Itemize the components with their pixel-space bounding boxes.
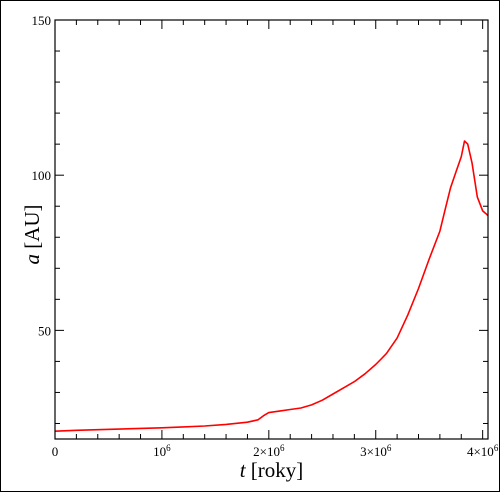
x-tick-label: 4×106 — [467, 443, 499, 459]
ticks-layer — [54, 19, 488, 439]
x-tick-label: 106 — [153, 443, 171, 459]
y-tick-label: 150 — [32, 13, 52, 28]
series-layer — [54, 140, 489, 432]
x-tick-label: 0 — [52, 444, 59, 459]
x-tick-label: 2×106 — [253, 443, 285, 459]
x-tick-label: 3×106 — [360, 443, 392, 459]
plot-area — [54, 19, 489, 440]
labels-layer: 0 106 2×106 3×106 4×106 50 100 150 t [roky] a [AU… — [20, 13, 499, 482]
y-tick-label: 50 — [38, 323, 51, 338]
x-axis-label: t [roky] — [240, 458, 304, 482]
y-axis-label: a [AU] — [20, 204, 44, 264]
series-line — [54, 140, 489, 432]
y-tick-label: 100 — [32, 168, 52, 183]
